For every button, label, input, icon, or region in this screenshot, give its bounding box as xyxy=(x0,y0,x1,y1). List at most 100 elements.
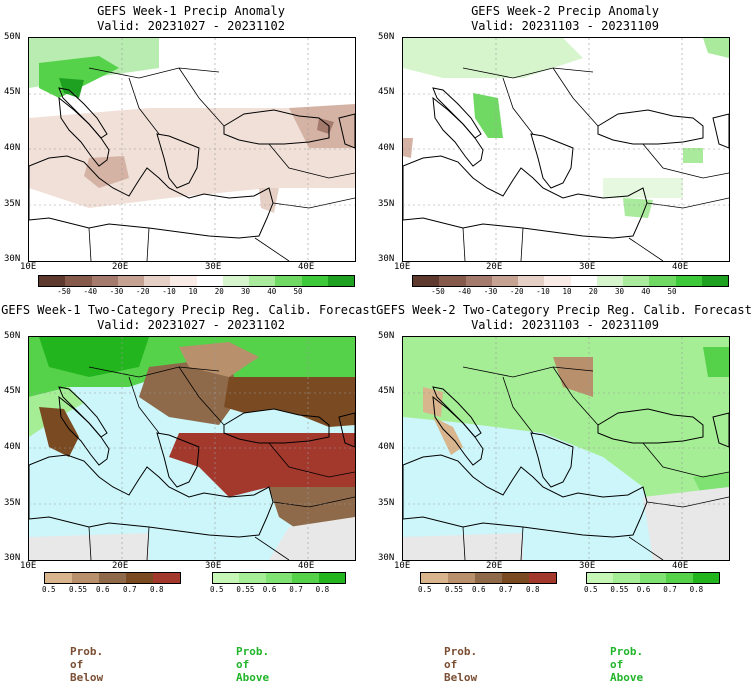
colorbar-swatch xyxy=(153,573,180,583)
lat-label: 50N xyxy=(378,32,395,42)
lat-label: 40N xyxy=(4,143,21,153)
lat-label: 45N xyxy=(378,87,395,97)
colorbar-tick-label: 50 xyxy=(667,287,677,296)
colorbar-tick-label: -20 xyxy=(136,287,150,296)
colorbar-tick-label: -30 xyxy=(109,287,124,296)
lon-label: 40E xyxy=(672,561,689,571)
colorbar-tick-label: 0.6 xyxy=(96,585,110,594)
colorbar-swatch xyxy=(649,276,676,286)
lat-label: 30N xyxy=(378,254,395,264)
lat-label: 30N xyxy=(4,254,21,264)
colorbar-tick-label: 50 xyxy=(293,287,303,296)
colorbar-tick-label: 0.7 xyxy=(499,585,513,594)
colorbar-swatch xyxy=(675,276,702,286)
panel-valid-dates: Valid: 20231103 - 20231109 xyxy=(471,19,659,33)
colorbar-tick-label: -40 xyxy=(457,287,472,296)
colorbar-tick-label: 0.5 xyxy=(210,585,224,594)
lat-label: 50N xyxy=(378,331,395,341)
colorbar-swatch xyxy=(529,573,556,583)
colorbar-tick-label: -10 xyxy=(162,287,176,296)
lon-label: 30E xyxy=(579,262,596,272)
panel-title: GEFS Week-2 Two-Category Precip Reg. Cal… xyxy=(376,303,752,317)
lon-label: 20E xyxy=(112,561,129,571)
colorbar-swatch xyxy=(292,573,319,583)
lon-label: 20E xyxy=(486,561,503,571)
colorbar-swatch xyxy=(448,573,475,583)
colorbar-tick-label: 0.8 xyxy=(526,585,540,594)
lat-label: 50N xyxy=(4,331,21,341)
colorbar-swatch xyxy=(587,573,614,583)
prob-above-legend: Prob. of Above xyxy=(236,645,270,684)
colorbar-swatch xyxy=(613,573,640,583)
probability-field xyxy=(403,337,729,560)
colorbar-tick-label: 30 xyxy=(241,287,251,296)
colorbar-swatch xyxy=(265,573,293,583)
lat-label: 35N xyxy=(4,199,21,209)
colorbar-tick-label: 10 xyxy=(562,287,572,296)
probability-map-week2 xyxy=(402,336,730,561)
lon-label: 20E xyxy=(486,262,503,272)
above-colorbar xyxy=(212,572,346,584)
colorbar-tick-label: 0.5 xyxy=(42,585,56,594)
colorbar-tick-label: 0.6 xyxy=(262,585,277,594)
colorbar-swatch xyxy=(666,573,693,583)
panel-valid-dates: Valid: 20231027 - 20231102 xyxy=(97,318,285,332)
colorbar-swatch xyxy=(222,276,249,286)
colorbar-swatch xyxy=(475,573,502,583)
lon-label: 30E xyxy=(205,561,222,571)
colorbar-tick-label: 20 xyxy=(214,287,224,296)
lon-label: 40E xyxy=(298,561,315,571)
colorbar-tick-label: -20 xyxy=(510,287,524,296)
lat-label: 35N xyxy=(4,498,21,508)
below-colorbar xyxy=(44,572,181,584)
lat-label: 45N xyxy=(4,87,21,97)
colorbar-tick-label: 0.55 xyxy=(69,585,88,594)
prob-below-legend: Prob. of Below xyxy=(444,645,478,684)
colorbar-swatch xyxy=(318,573,346,583)
lon-label: 10E xyxy=(394,262,411,272)
colorbar-swatch xyxy=(439,276,466,286)
colorbar-swatch xyxy=(170,276,197,286)
colorbar-tick-label: 30 xyxy=(615,287,625,296)
colorbar-swatch xyxy=(639,573,667,583)
colorbar-swatch xyxy=(465,276,492,286)
probability-field xyxy=(29,337,355,560)
colorbar-swatch xyxy=(144,276,171,286)
colorbar-swatch xyxy=(544,276,571,286)
lon-label: 40E xyxy=(672,262,689,272)
panel-valid-dates: Valid: 20231103 - 20231109 xyxy=(471,318,659,332)
anomaly-field xyxy=(403,38,729,261)
colorbar-swatch xyxy=(692,573,720,583)
colorbar-swatch xyxy=(65,276,92,286)
probability-map-week1 xyxy=(28,336,356,561)
lon-label: 20E xyxy=(112,262,129,272)
lat-label: 35N xyxy=(378,498,395,508)
colorbar-tick-label: 10 xyxy=(188,287,198,296)
anomaly-colorbar xyxy=(412,275,729,287)
colorbar-swatch xyxy=(99,573,126,583)
colorbar-tick-label: 0.8 xyxy=(689,585,704,594)
colorbar-swatch xyxy=(239,573,266,583)
lat-label: 40N xyxy=(378,143,395,153)
colorbar-swatch xyxy=(301,276,328,286)
colorbar-swatch xyxy=(91,276,118,286)
panel-title: GEFS Week-1 Two-Category Precip Reg. Cal… xyxy=(1,303,377,317)
lon-label: 10E xyxy=(20,561,37,571)
colorbar-swatch xyxy=(213,573,240,583)
colorbar-swatch xyxy=(623,276,650,286)
prob-above-legend: Prob. of Above xyxy=(610,645,644,684)
lat-label: 40N xyxy=(378,442,395,452)
colorbar-tick-label: 0.7 xyxy=(289,585,303,594)
colorbar-tick-label: 0.6 xyxy=(636,585,651,594)
colorbar-swatch xyxy=(45,573,72,583)
colorbar-swatch xyxy=(249,276,276,286)
colorbar-swatch xyxy=(72,573,99,583)
colorbar-tick-label: 0.5 xyxy=(584,585,598,594)
colorbar-swatch xyxy=(117,276,144,286)
colorbar-swatch xyxy=(275,276,302,286)
lat-label: 45N xyxy=(378,386,395,396)
colorbar-tick-label: -10 xyxy=(536,287,550,296)
lat-label: 40N xyxy=(4,442,21,452)
colorbar-tick-label: 40 xyxy=(267,287,277,296)
colorbar-tick-label: 0.6 xyxy=(472,585,486,594)
